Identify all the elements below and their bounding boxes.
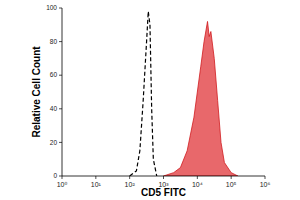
y-tick [59, 41, 62, 42]
y-tick-label: 40 [50, 105, 58, 112]
y-axis [62, 8, 63, 176]
x-tick-label: 10⁴ [192, 181, 203, 188]
y-tick-label: 0 [53, 172, 57, 179]
x-tick [129, 176, 130, 179]
y-tick [59, 108, 62, 109]
x-tick [231, 176, 232, 179]
y-tick-label: 100 [46, 4, 57, 11]
y-tick [59, 75, 62, 76]
y-tick-label: 60 [50, 71, 58, 78]
x-tick-label: 10¹ [91, 181, 102, 188]
x-tick-label: 10² [125, 181, 136, 188]
x-tick [62, 176, 63, 179]
y-tick [59, 8, 62, 9]
plot-area [130, 11, 238, 176]
x-tick [265, 176, 266, 179]
chart: 02040608010010⁰10¹10²10³10⁴10⁵10⁶CD5 FIT… [0, 0, 300, 200]
area-series [164, 21, 238, 176]
x-tick [163, 176, 164, 179]
y-tick-label: 80 [50, 38, 58, 45]
y-tick-label: 20 [50, 139, 58, 146]
x-tick-label: 10⁰ [57, 181, 68, 188]
line-series [130, 11, 157, 176]
x-tick-label: 10⁵ [226, 181, 237, 188]
y-tick [59, 142, 62, 143]
x-tick [197, 176, 198, 179]
y-axis-label: Relative Cell Count [31, 46, 42, 138]
x-tick-label: 10⁶ [260, 181, 271, 188]
x-axis-label: CD5 FITC [141, 187, 186, 198]
y-tick [59, 176, 62, 177]
x-tick [95, 176, 96, 179]
